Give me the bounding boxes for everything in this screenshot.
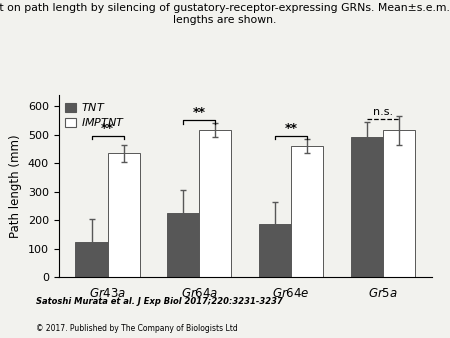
Bar <box>259 224 291 277</box>
Bar <box>383 130 415 277</box>
Text: © 2017. Published by The Company of Biologists Ltd: © 2017. Published by The Company of Biol… <box>36 324 238 333</box>
Text: Effect on path length by silencing of gustatory-receptor-expressing GRNs. Mean±s: Effect on path length by silencing of gu… <box>0 3 450 25</box>
Legend: $\it{TNT}$, $\it{IMPTNT}$: $\it{TNT}$, $\it{IMPTNT}$ <box>64 100 126 129</box>
Text: **: ** <box>101 122 114 135</box>
Text: Satoshi Murata et al. J Exp Biol 2017;220:3231-3237: Satoshi Murata et al. J Exp Biol 2017;22… <box>36 297 283 306</box>
Bar <box>108 153 140 277</box>
Text: **: ** <box>193 106 206 119</box>
Y-axis label: Path length (mm): Path length (mm) <box>9 134 22 238</box>
Text: **: ** <box>285 122 297 135</box>
Bar <box>199 130 231 277</box>
Bar <box>291 146 323 277</box>
Bar <box>167 213 199 277</box>
Bar <box>76 242 108 277</box>
Bar <box>351 138 383 277</box>
Text: n.s.: n.s. <box>373 107 393 117</box>
